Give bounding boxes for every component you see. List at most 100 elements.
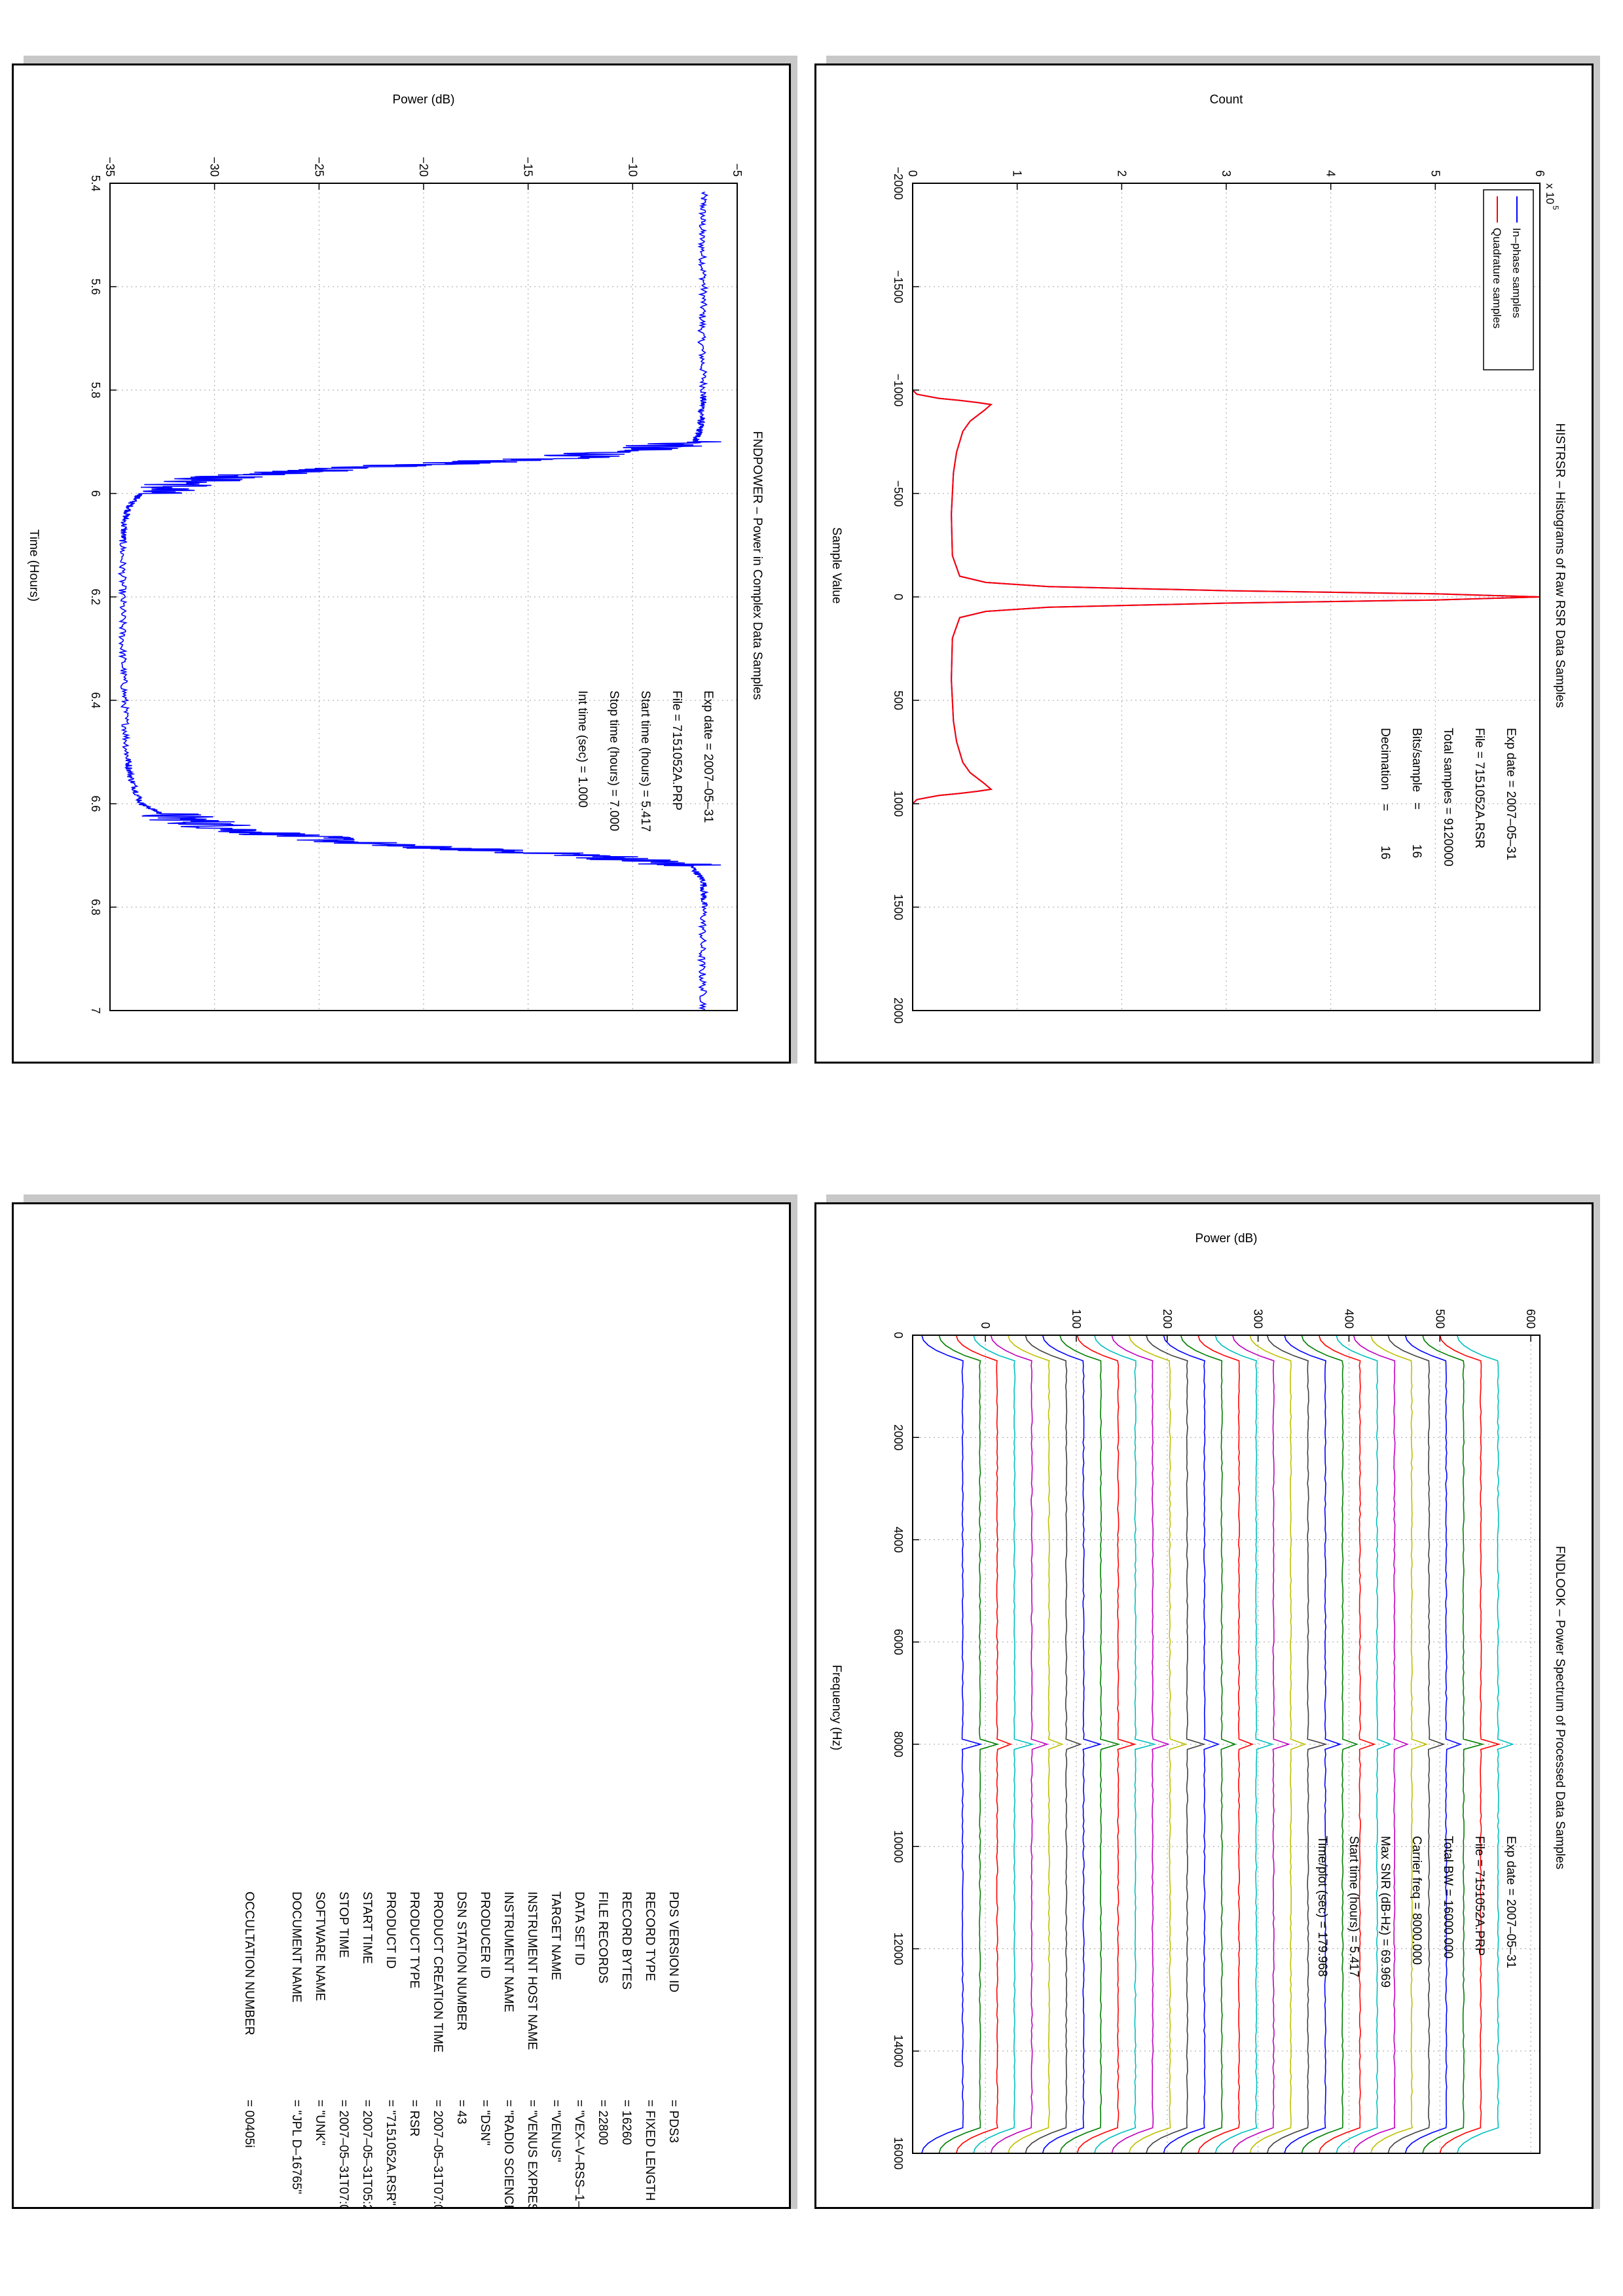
spectrum-line — [1318, 1335, 1376, 2154]
chart-title: FNDLOOK – Power Spectrum of Processed Da… — [1553, 1546, 1567, 1869]
x-tick-label: 0 — [892, 594, 905, 600]
axes-box — [912, 1335, 1541, 2154]
label-key: SOFTWARE NAME — [313, 1892, 327, 2001]
x-tick-label: −1500 — [892, 270, 905, 304]
label-key: DSN STATION NUMBER — [454, 1892, 468, 2031]
spectrum-line — [1284, 1335, 1342, 2154]
y-tick-label: 5 — [1429, 170, 1442, 177]
label-key: FILE RECORDS — [596, 1892, 610, 1983]
info-line: Decimation = 16 — [1378, 728, 1392, 859]
histrsr-chart: HISTRSR – Histograms of Raw RSR Data Sam… — [830, 93, 1567, 1024]
x-tick-label: 4000 — [892, 1526, 905, 1552]
info-block: Exp date = 2007–05–31 File = 7151052A.PR… — [1315, 1836, 1518, 1988]
series-power — [117, 191, 721, 1011]
spectrum-line — [1180, 1335, 1237, 2154]
info-line: Time/plot (sec) = 179.968 — [1315, 1836, 1329, 1977]
label-panel: PDS VERSION ID = PDS3 RECORD TYPE = FIXED L… — [12, 1194, 797, 2215]
spectrum-line — [955, 1335, 1012, 2154]
y-tick-label: −10 — [626, 156, 639, 177]
x-axis-label: Time (Hours) — [27, 529, 41, 601]
y-tick-label: 200 — [1161, 1309, 1174, 1329]
info-line: Max SNR (dB-Hz) = 69.969 — [1378, 1836, 1392, 1988]
label-value: = "VENUS" — [549, 2100, 562, 2162]
x-tick-label: −2000 — [892, 167, 905, 200]
spectrum-line — [1249, 1335, 1307, 2154]
y-tick-label: 600 — [1524, 1309, 1537, 1329]
label-key: RECORD TYPE — [643, 1892, 657, 1981]
label-value: = FIXED LENGTH — [643, 2100, 657, 2201]
info-line: Bits/sample = 16 — [1410, 728, 1423, 858]
y-axis-label: Power (dB) — [392, 93, 454, 107]
y-tick-label: −35 — [103, 156, 117, 177]
legend-entry: In–phase samples — [1510, 228, 1523, 318]
x-tick-label: 1500 — [892, 894, 905, 920]
y-tick-label: 400 — [1342, 1309, 1355, 1329]
y-tick-label: 500 — [1433, 1309, 1446, 1329]
legend-entry: Quadrature samples — [1491, 228, 1503, 329]
x-tick-label: 6.4 — [89, 692, 102, 708]
exponent-power: 5 — [1551, 206, 1560, 210]
x-tick-label: 500 — [892, 691, 905, 710]
y-axis-label: Count — [1210, 93, 1243, 107]
info-block: Exp date = 2007–05–31 File = 7151052A.PR… — [575, 691, 715, 832]
legend: In–phase samples Quadrature samples — [1483, 189, 1534, 370]
info-line: Int time (sec) = 1.000 — [575, 691, 589, 808]
panel-shadow — [790, 56, 797, 1064]
x-axis-label: Sample Value — [830, 528, 843, 604]
panel-frame: FNDPOWER – Power in Complex Data Samples… — [12, 63, 791, 1064]
spectrum-line — [1266, 1335, 1328, 2154]
x-tick-label: 5.6 — [89, 278, 102, 295]
info-line: Start time (hours) = 5.417 — [638, 691, 652, 832]
spectrum-line — [1214, 1335, 1274, 2154]
spectrum-line — [1146, 1335, 1206, 2154]
exponent-base: x 10 — [1544, 183, 1556, 204]
spectrum-line — [1404, 1335, 1463, 2154]
spectrum-line — [1076, 1335, 1137, 2154]
panel-shadow — [24, 56, 797, 63]
spectrum-line — [1336, 1335, 1392, 2154]
label-value: = 2007–05–31T05:25:01 — [360, 2100, 374, 2209]
info-line: Exp date = 2007–05–31 — [701, 691, 715, 823]
info-line: File = 7151052A.RSR — [1472, 728, 1486, 848]
y-tick-label: −30 — [208, 156, 221, 177]
spectrum-line — [1370, 1335, 1429, 2154]
chart-title: FNDPOWER – Power in Complex Data Samples — [750, 431, 764, 700]
label-key: PRODUCT CREATION TIME — [431, 1892, 445, 2053]
spectrum-line — [1163, 1335, 1220, 2154]
info-line: Total BW = 16000.000 — [1441, 1836, 1455, 1959]
info-block: Exp date = 2007–05–31 File = 7151052A.RS… — [1378, 728, 1518, 867]
info-line: Carrier freq = 8000.000 — [1410, 1836, 1423, 1965]
spectrum-line — [1301, 1335, 1359, 2154]
y-tick-label: −15 — [522, 156, 535, 177]
y-tick-label: 3 — [1220, 170, 1233, 177]
x-tick-label: −500 — [892, 480, 905, 507]
y-tick-label: 6 — [1533, 170, 1546, 177]
info-line: Start time (hours) = 5.417 — [1347, 1836, 1360, 1977]
info-line: File = 7151052A.PRP — [670, 691, 684, 810]
label-value: = "VENUS EXPRESS" — [525, 2100, 539, 2209]
x-tick-label: 6.8 — [89, 899, 102, 915]
axes-box — [912, 183, 1541, 1011]
spectrum-line — [1387, 1335, 1446, 2154]
x-tick-label: 5.8 — [89, 382, 102, 398]
pds-label-text: PDS VERSION ID = PDS3 RECORD TYPE = FIXED L… — [242, 1892, 680, 2209]
panel-shadow — [790, 1194, 797, 2209]
y-tick-label: 4 — [1324, 170, 1338, 177]
label-value: = 43 — [454, 2100, 468, 2125]
fndpower-chart: FNDPOWER – Power in Complex Data Samples… — [27, 93, 764, 1014]
panel-frame: FNDLOOK – Power Spectrum of Processed Da… — [814, 1202, 1594, 2209]
spectrum-line — [1059, 1335, 1121, 2154]
info-line: File = 7151052A.PRP — [1472, 1836, 1486, 1956]
label-value: = 16260 — [619, 2100, 633, 2145]
y-axis-label: Power (dB) — [1195, 1232, 1257, 1246]
axes-box — [109, 183, 738, 1011]
x-tick-label: 8000 — [892, 1731, 905, 1757]
panel-frame: PDS VERSION ID = PDS3 RECORD TYPE = FIXED L… — [12, 1202, 791, 2209]
histrsr-panel: HISTRSR – Histograms of Raw RSR Data Sam… — [814, 56, 1600, 1070]
x-tick-label: 6 — [89, 490, 102, 497]
x-tick-label: 16000 — [892, 2137, 905, 2170]
x-tick-label: 2000 — [892, 1424, 905, 1450]
x-tick-label: −1000 — [892, 374, 905, 407]
y-tick-label: 2 — [1115, 170, 1128, 177]
x-tick-label: 1000 — [892, 791, 905, 817]
